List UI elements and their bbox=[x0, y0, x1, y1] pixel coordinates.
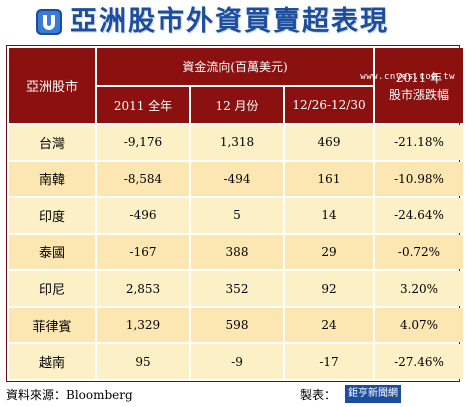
cnyes-logo-icon bbox=[36, 9, 62, 35]
cell-december: 598 bbox=[191, 307, 283, 343]
cell-week: 24 bbox=[285, 307, 373, 343]
table-row: 泰國 -167 388 29 -0.72% bbox=[9, 234, 463, 270]
table-row: 越南 95 -9 -17 -27.46% bbox=[9, 344, 463, 379]
cell-change: -27.46% bbox=[375, 344, 463, 379]
maker-label: 製表： bbox=[300, 388, 337, 402]
cell-2011: 2,853 bbox=[97, 271, 189, 306]
cell-market: 台灣 bbox=[9, 125, 95, 160]
cell-week: 161 bbox=[285, 161, 373, 197]
cell-december: 388 bbox=[191, 234, 283, 270]
cell-market: 南韓 bbox=[9, 161, 95, 197]
cell-market: 菲律賓 bbox=[9, 307, 95, 343]
source-note: 資料來源：Bloomberg bbox=[6, 388, 133, 402]
header-flow: 資金流向(百萬美元) www.cnyes.com.tw bbox=[97, 48, 455, 85]
cell-week: 29 bbox=[285, 234, 373, 270]
cell-december: 1,318 bbox=[191, 125, 283, 160]
header-change-line1: 2011 年 bbox=[395, 70, 443, 85]
header-flow-label: 資金流向(百萬美元) bbox=[182, 60, 288, 74]
cell-week: -17 bbox=[285, 344, 373, 379]
cell-2011: 95 bbox=[97, 344, 189, 379]
cell-week: 14 bbox=[285, 198, 373, 233]
cell-change: 3.20% bbox=[375, 271, 463, 306]
cell-market: 泰國 bbox=[9, 234, 95, 270]
header-market: 亞洲股市 bbox=[9, 48, 95, 123]
flow-table: 亞洲股市 資金流向(百萬美元) www.cnyes.com.tw 2011 年 … bbox=[6, 45, 463, 382]
cell-december: -9 bbox=[191, 344, 283, 379]
cell-market: 印度 bbox=[9, 198, 95, 233]
table-row: 印度 -496 5 14 -24.64% bbox=[9, 198, 463, 233]
cell-week: 92 bbox=[285, 271, 373, 306]
cell-market: 印尼 bbox=[9, 271, 95, 306]
cell-2011: 1,329 bbox=[97, 307, 189, 343]
cell-change: 4.07% bbox=[375, 307, 463, 343]
cell-change: -24.64% bbox=[375, 198, 463, 233]
cell-2011: -496 bbox=[97, 198, 189, 233]
header-change-line2: 股市漲跌幅 bbox=[388, 87, 449, 102]
table-row: 台灣 -9,176 1,318 469 -21.18% bbox=[9, 125, 463, 160]
cell-december: 352 bbox=[191, 271, 283, 306]
maker-logo: 鉅亨新聞網 bbox=[345, 385, 401, 403]
table-row: 菲律賓 1,329 598 24 4.07% bbox=[9, 307, 463, 343]
cell-2011: -9,176 bbox=[97, 125, 189, 160]
cell-market: 越南 bbox=[9, 344, 95, 379]
cell-december: 5 bbox=[191, 198, 283, 233]
title-bar: 亞洲股市外資買賣超表現 bbox=[0, 0, 466, 44]
header-week: 12/26-12/30 bbox=[285, 87, 373, 123]
watermark: www.cnyes.com.tw bbox=[360, 72, 455, 82]
cell-week: 469 bbox=[285, 125, 373, 160]
cell-change: -21.18% bbox=[375, 125, 463, 160]
cell-change: -0.72% bbox=[375, 234, 463, 270]
footer: 資料來源：Bloomberg 製表： 鉅亨新聞網 bbox=[0, 384, 466, 407]
page-title: 亞洲股市外資買賣超表現 bbox=[70, 6, 389, 37]
cell-2011: -8,584 bbox=[97, 161, 189, 197]
cell-december: -494 bbox=[191, 161, 283, 197]
cell-2011: -167 bbox=[97, 234, 189, 270]
header-2011: 2011 全年 bbox=[97, 87, 189, 123]
table-row: 南韓 -8,584 -494 161 -10.98% bbox=[9, 161, 463, 197]
table-row: 印尼 2,853 352 92 3.20% bbox=[9, 271, 463, 306]
header-december: 12 月份 bbox=[191, 87, 283, 123]
cell-change: -10.98% bbox=[375, 161, 463, 197]
header-change: 2011 年 股市漲跌幅 bbox=[375, 48, 463, 123]
